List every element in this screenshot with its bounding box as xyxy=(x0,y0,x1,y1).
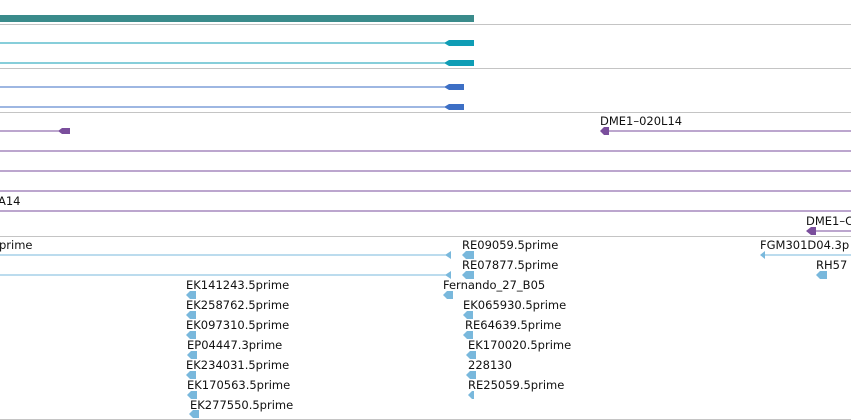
label-rh57: RH57 xyxy=(816,258,848,272)
est-re25059[interactable] xyxy=(468,391,474,399)
transcript-blue-1[interactable] xyxy=(0,84,464,90)
gene-feature-teal[interactable] xyxy=(0,15,474,22)
transcript-cyan-2[interactable] xyxy=(0,60,474,66)
label-dme1-020l14: DME1–020L14 xyxy=(600,114,683,128)
est-ek065930[interactable] xyxy=(463,311,473,319)
label-ep04447: EP04447.3prime xyxy=(187,338,283,352)
est-ek141243[interactable] xyxy=(186,291,196,299)
label-fgm301d04: FGM301D04.3p xyxy=(760,238,850,252)
est-arrow[interactable] xyxy=(760,251,765,259)
label-ek258762: EK258762.5prime xyxy=(186,298,290,312)
label-re25059: RE25059.5prime xyxy=(468,378,565,392)
label-ek065930: EK065930.5prime xyxy=(463,298,567,312)
transcript-blue-2[interactable] xyxy=(0,104,464,110)
label-prime-left: prime xyxy=(0,238,33,252)
label-ek277550: EK277550.5prime xyxy=(190,398,294,412)
est-ep04447[interactable] xyxy=(187,351,197,359)
track-separator xyxy=(0,24,851,25)
track-separator xyxy=(0,68,851,69)
clone-dme1-truncated[interactable] xyxy=(806,227,851,235)
est-ek097310[interactable] xyxy=(186,331,196,339)
est-ek170563[interactable] xyxy=(187,391,197,399)
est-arrow[interactable] xyxy=(445,271,451,279)
est-fernando[interactable] xyxy=(443,291,453,299)
label-dme1-truncated: DME1–C xyxy=(806,214,851,228)
label-a14: A14 xyxy=(0,194,21,208)
est-arrow[interactable] xyxy=(445,251,451,259)
est-ek170020[interactable] xyxy=(466,351,476,359)
label-ek097310: EK097310.5prime xyxy=(186,318,290,332)
label-ek170563: EK170563.5prime xyxy=(187,378,291,392)
track-separator xyxy=(0,112,851,113)
label-re64639: RE64639.5prime xyxy=(465,318,562,332)
est-re64639[interactable] xyxy=(463,331,473,339)
est-ek277550[interactable] xyxy=(189,410,199,418)
est-228130[interactable] xyxy=(466,371,476,379)
est-re09059[interactable] xyxy=(462,251,474,259)
track-separator xyxy=(0,236,851,237)
label-ek141243: EK141243.5prime xyxy=(186,278,290,292)
label-228130: 228130 xyxy=(468,358,512,372)
clone-purple-1[interactable] xyxy=(0,128,70,134)
label-ek170020: EK170020.5prime xyxy=(468,338,572,352)
clone-dme1-020l14[interactable] xyxy=(600,127,851,135)
label-ek234031: EK234031.5prime xyxy=(186,358,290,372)
transcript-cyan-1[interactable] xyxy=(0,40,474,46)
est-ek234031[interactable] xyxy=(186,371,196,379)
est-rh57[interactable] xyxy=(816,271,827,279)
est-re07877[interactable] xyxy=(462,271,474,279)
est-ek258762[interactable] xyxy=(186,311,196,319)
label-fernando: Fernando_27_B05 xyxy=(443,278,546,292)
label-re09059: RE09059.5prime xyxy=(462,238,559,252)
label-re07877: RE07877.5prime xyxy=(462,258,559,272)
